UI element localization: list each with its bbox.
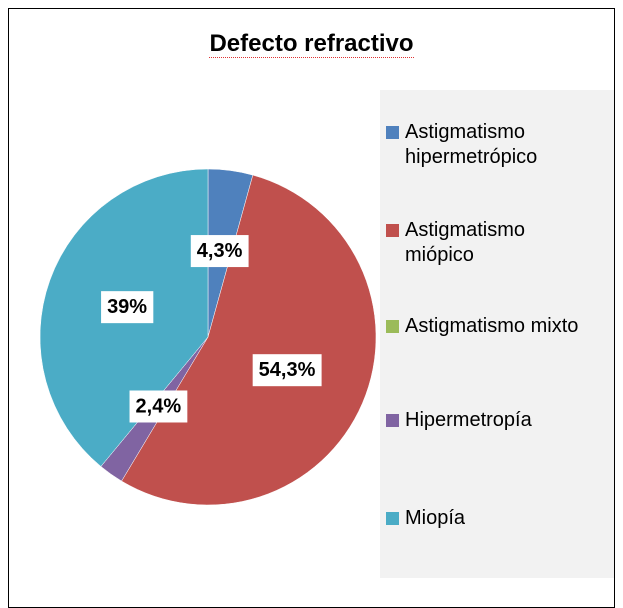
data-label-box <box>101 291 154 324</box>
legend-item: Miopía <box>386 506 605 531</box>
legend-label: Astigmatismo hipermetrópico <box>405 121 538 168</box>
legend-swatch <box>386 512 399 525</box>
legend-label: Astigmatismo mixto <box>405 315 579 337</box>
legend-label: Astigmatismo miópico <box>405 219 526 266</box>
data-label-box <box>190 235 249 268</box>
data-label-box <box>252 354 322 387</box>
data-label: 2,4% <box>136 395 182 417</box>
legend-label: Hipermetropía <box>405 409 532 431</box>
chart-title: Defecto refractivo <box>209 30 414 58</box>
data-label: 39% <box>107 296 147 318</box>
legend-swatch <box>386 126 399 139</box>
legend-item: Astigmatismo mixto <box>386 314 605 339</box>
data-label: 4,3% <box>197 240 243 262</box>
legend-swatch <box>386 320 399 333</box>
legend-item: Astigmatismo hipermetrópico <box>386 120 605 170</box>
legend-label: Miopía <box>405 507 466 529</box>
legend-item: Astigmatismo miópico <box>386 218 605 268</box>
chart-title-box: Defecto refractivo <box>0 30 623 58</box>
data-label-box <box>129 390 188 423</box>
data-label: 54,3% <box>259 359 316 381</box>
legend-swatch <box>386 414 399 427</box>
legend-item: Hipermetropía <box>386 408 605 433</box>
legend: Astigmatismo hipermetrópico Astigmatismo … <box>380 90 614 578</box>
legend-swatch <box>386 224 399 237</box>
